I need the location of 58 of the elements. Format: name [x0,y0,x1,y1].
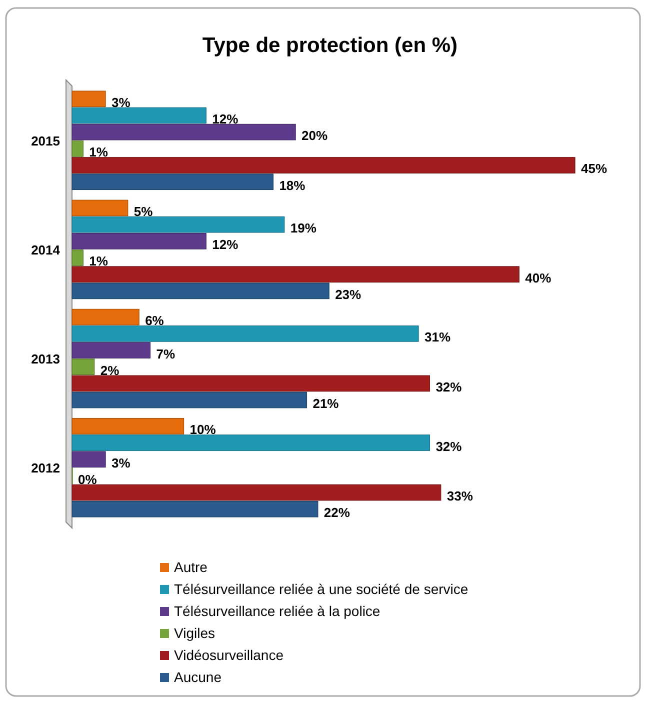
data-label: 1% [89,144,108,160]
bar [72,90,106,108]
data-label: 3% [112,455,131,470]
data-label: 0% [78,472,98,487]
bar [72,342,151,358]
legend-label: Autre [174,559,208,575]
data-label: 23% [335,286,362,302]
bar [72,375,430,392]
legend-label: Télésurveillance reliée à la police [174,603,380,619]
data-label: 33% [446,488,474,504]
data-label: 21% [312,396,340,412]
bar [72,308,140,326]
data-label: 40% [525,270,552,286]
data-label: 3% [112,94,131,110]
bar [72,250,84,266]
data-label: 10% [190,422,216,438]
legend-label: Vidéosurveillance [174,647,284,663]
data-label: 19% [290,220,317,236]
data-label: 18% [279,178,306,193]
bar [72,157,576,174]
y-tick-label: 2014 [31,242,61,258]
bar [72,392,308,408]
data-label: 12% [212,237,239,252]
bar [72,434,430,451]
bar [72,266,520,283]
bar [72,282,330,300]
data-label: 20% [302,128,328,144]
bar [72,500,318,518]
data-label: 31% [424,330,451,345]
data-label: 45% [581,161,608,176]
bar [72,124,296,140]
chart-title: Type de protection (en %) [202,34,458,57]
bar [72,174,274,190]
data-label: 22% [324,505,350,520]
bar [72,200,128,216]
bar [72,140,84,157]
bar [72,484,442,501]
bar [72,216,285,233]
data-label: 2% [100,362,120,378]
y-tick-label: 2013 [31,352,60,367]
bar [72,451,106,468]
legend-label: Vigiles [174,625,215,641]
legend-label: Aucune [174,669,222,685]
y-tick-label: 2015 [31,133,60,148]
legend-label: Télésurveillance reliée à une société de service [174,581,468,597]
data-label: 12% [212,111,239,126]
data-label: 32% [436,379,462,394]
y-tick-label: 2012 [31,460,60,476]
bar [72,358,95,376]
data-label: 7% [156,346,176,362]
data-label: 32% [436,438,462,454]
bar [72,325,419,342]
bar [72,232,206,250]
bar [72,107,206,124]
data-label: 6% [145,313,164,328]
data-label: 5% [134,204,154,219]
bar [72,418,184,434]
data-label: 1% [89,254,108,269]
